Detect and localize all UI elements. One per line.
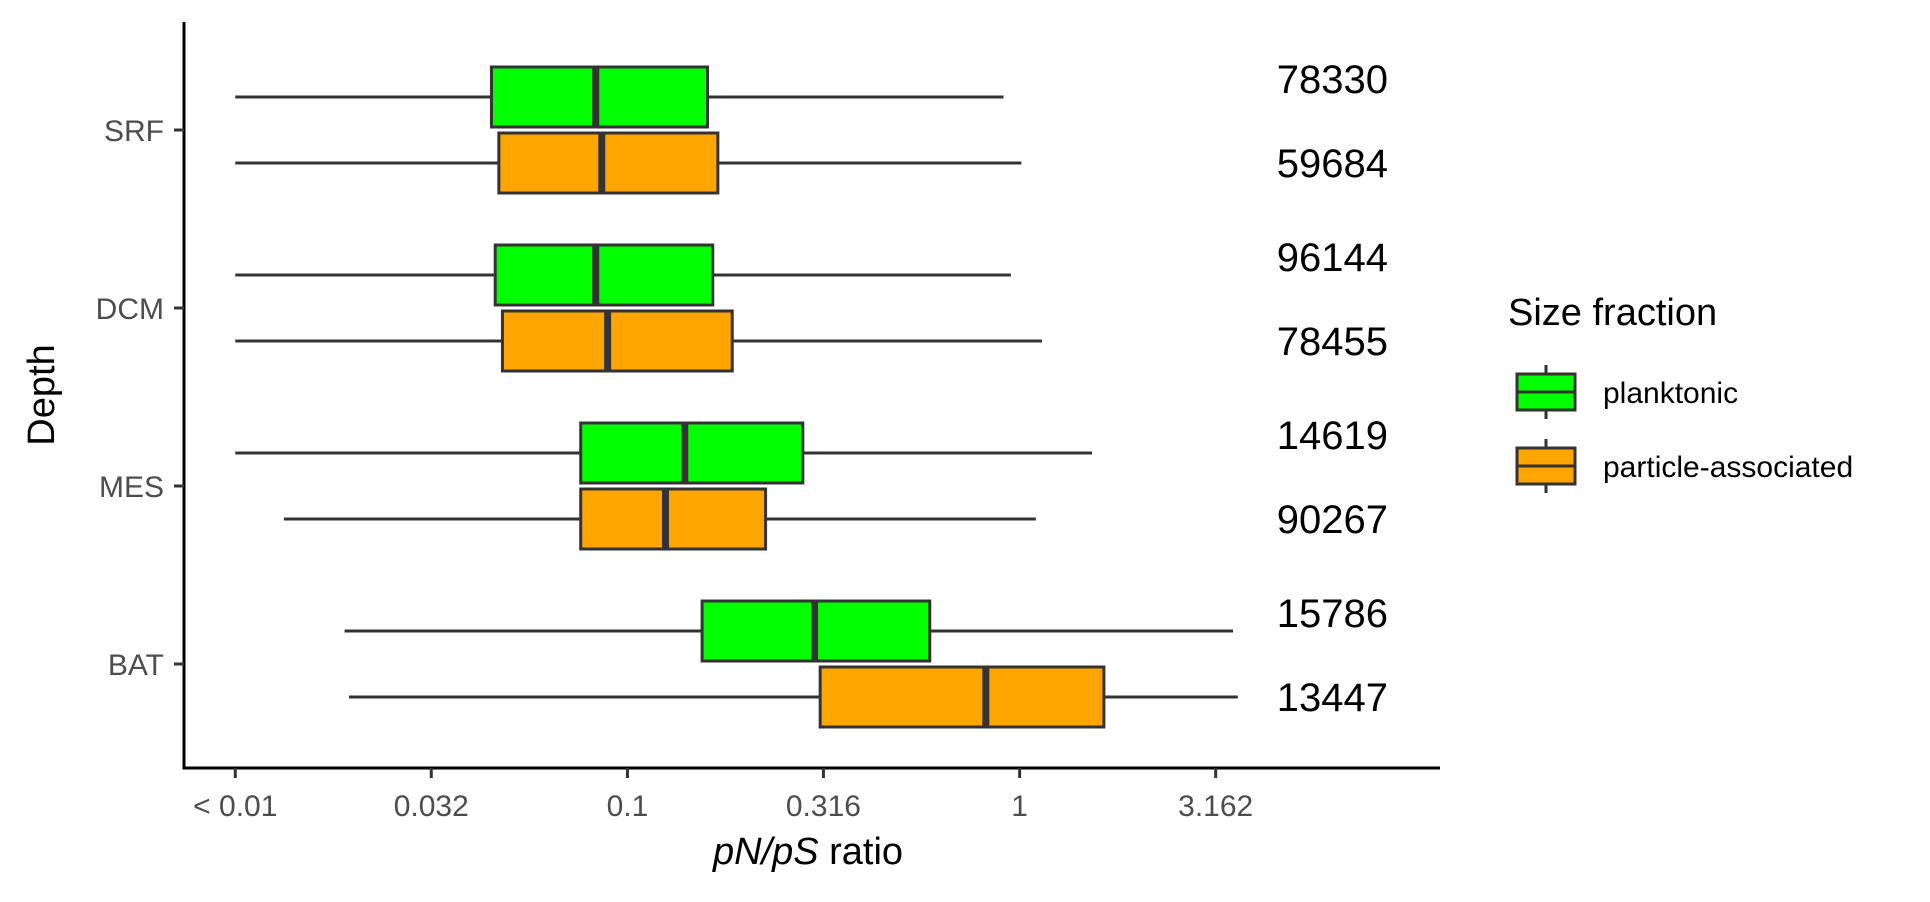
count-label: 13447 — [1277, 676, 1388, 720]
legend-label: particle-associated — [1603, 451, 1853, 484]
y-tick-label: BAT — [108, 649, 164, 682]
y-tick-label: SRF — [104, 115, 164, 148]
box-bat-planktonic: 15786 — [344, 592, 1388, 663]
plot-area: 78330 96144 14619 15786 59684 78455 90267 13447 — [235, 58, 1388, 729]
x-axis-title: pN/pS ratio — [712, 831, 903, 873]
x-tick-label: 1 — [1011, 790, 1028, 823]
count-label: 14619 — [1277, 414, 1388, 458]
x-tick-label: 0.316 — [786, 790, 861, 823]
box-dcm-particle: 78455 — [235, 309, 1388, 373]
x-tick-label: < 0.01 — [193, 790, 277, 823]
x-tick-label: 0.1 — [607, 790, 649, 823]
y-tick-label: MES — [99, 471, 164, 504]
legend: Size fraction planktonic particle-associa… — [1508, 292, 1853, 493]
iqr-box — [493, 243, 715, 307]
box-dcm-planktonic: 96144 — [235, 236, 1388, 307]
axes: < 0.01 0.032 0.1 0.316 1 3.162 SRF DCM MES BAT — [96, 22, 1440, 823]
x-axis-title-rest: ratio — [829, 831, 903, 873]
x-tick-label: 3.162 — [1178, 790, 1253, 823]
box-mes-particle: 90267 — [283, 487, 1388, 551]
iqr-box — [497, 131, 720, 195]
x-tick-label: 0.032 — [394, 790, 469, 823]
y-tick-label: DCM — [96, 293, 164, 326]
legend-entry-planktonic: planktonic — [1515, 365, 1738, 419]
box-bat-particle: 13447 — [349, 665, 1388, 729]
y-axis-title: Depth — [21, 344, 63, 445]
iqr-box — [489, 65, 710, 129]
count-label: 78455 — [1277, 320, 1388, 364]
legend-label: planktonic — [1603, 377, 1738, 410]
iqr-box — [579, 421, 805, 485]
legend-title: Size fraction — [1508, 292, 1717, 334]
count-label: 15786 — [1277, 592, 1388, 636]
box-srf-particle: 59684 — [235, 131, 1388, 195]
count-label: 96144 — [1277, 236, 1388, 280]
x-axis-title-space — [819, 831, 830, 873]
count-label: 59684 — [1277, 142, 1388, 186]
box-srf-planktonic: 78330 — [235, 58, 1388, 129]
legend-entry-particle: particle-associated — [1515, 439, 1853, 493]
count-label: 90267 — [1277, 498, 1388, 542]
iqr-box — [579, 487, 768, 551]
iqr-box — [818, 665, 1106, 729]
x-axis-title-italic: pN/pS — [712, 831, 819, 873]
box-mes-planktonic: 14619 — [235, 414, 1388, 485]
iqr-box — [500, 309, 734, 373]
count-label: 78330 — [1277, 58, 1388, 102]
